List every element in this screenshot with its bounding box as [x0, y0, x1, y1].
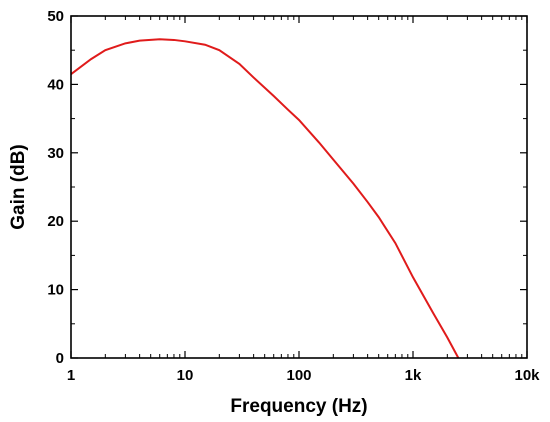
- y-axis-title: Gain (dB): [8, 144, 29, 230]
- tick-labels: 1 10 100 1k 10k 0 10 20 30 40 50: [47, 8, 540, 384]
- y-tick-label: 40: [47, 76, 64, 93]
- y-tick-label: 0: [56, 350, 64, 367]
- x-tick-label: 1k: [405, 367, 422, 384]
- axis-ticks: [70, 15, 528, 359]
- y-tick-label: 50: [47, 8, 64, 25]
- gain-series-line: [70, 38, 460, 359]
- x-tick-label: 10: [177, 367, 194, 384]
- y-tick-label: 20: [47, 213, 64, 230]
- y-tick-label: 30: [47, 145, 64, 162]
- x-tick-label: 100: [286, 367, 311, 384]
- plot-frame: [70, 15, 528, 359]
- y-tick-label: 10: [47, 282, 64, 299]
- x-axis-title: Frequency (Hz): [230, 396, 367, 417]
- x-tick-label: 1: [67, 367, 75, 384]
- x-tick-label: 10k: [514, 367, 540, 384]
